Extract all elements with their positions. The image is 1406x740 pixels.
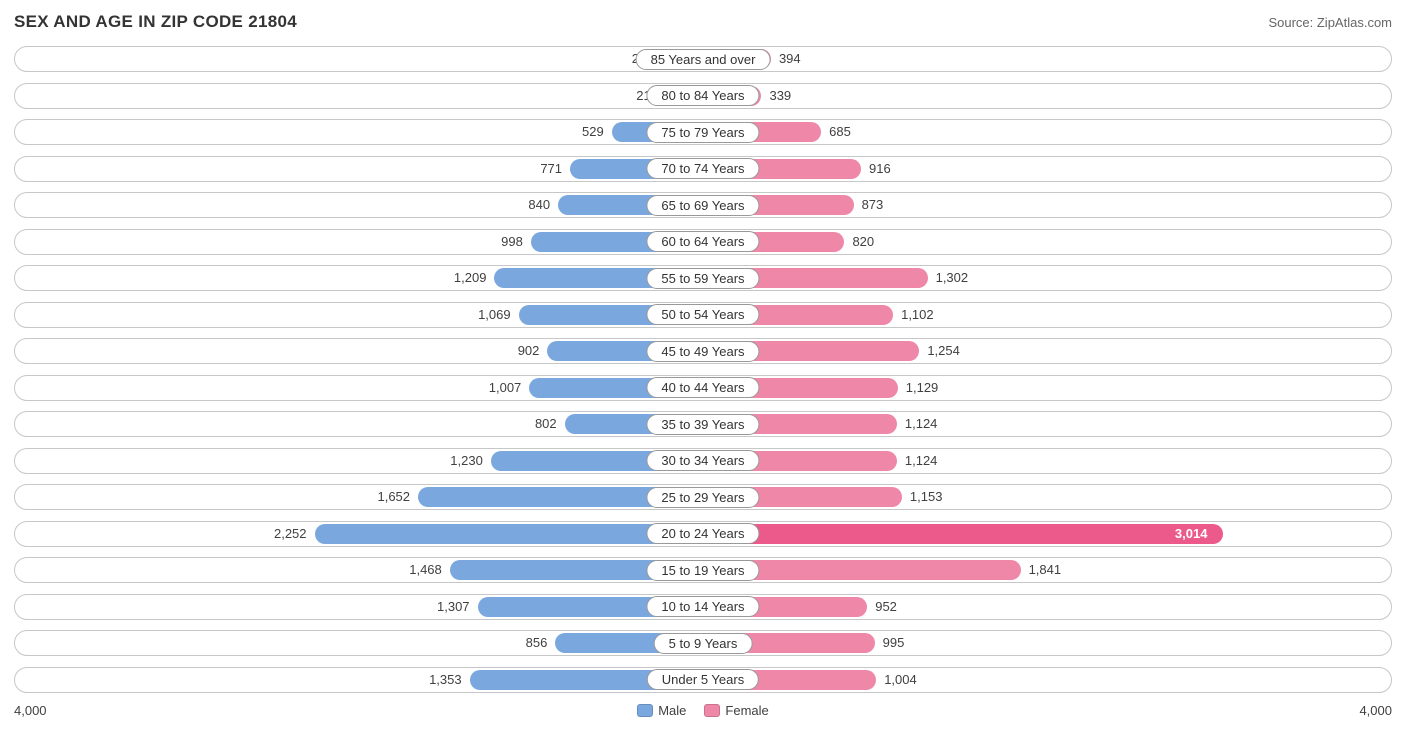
value-male: 840 [528, 195, 550, 215]
value-male: 902 [518, 341, 540, 361]
bar-female [703, 524, 1223, 544]
pyramid-row: 1,007 1,129 40 to 44 Years [8, 371, 1398, 405]
value-male: 1,353 [429, 670, 462, 690]
pyramid-row: 771 916 70 to 74 Years [8, 152, 1398, 186]
value-female: 952 [875, 597, 897, 617]
age-label: 20 to 24 Years [646, 523, 759, 544]
value-female: 1,004 [884, 670, 917, 690]
pyramid-row: 998 820 60 to 64 Years [8, 225, 1398, 259]
value-female: 1,124 [905, 414, 938, 434]
pyramid-row: 21533980 to 84 Years [8, 79, 1398, 113]
value-male: 2,252 [274, 524, 307, 544]
chart-legend: Male Female [637, 703, 769, 718]
age-label: 80 to 84 Years [646, 85, 759, 106]
value-male: 1,007 [489, 378, 522, 398]
value-male: 856 [526, 633, 548, 653]
value-female: 1,841 [1029, 560, 1062, 580]
pyramid-row: 2,252 3,014 20 to 24 Years [8, 517, 1398, 551]
value-male: 998 [501, 232, 523, 252]
value-female: 916 [869, 159, 891, 179]
value-male: 1,468 [409, 560, 442, 580]
value-female: 995 [883, 633, 905, 653]
age-label: 75 to 79 Years [646, 122, 759, 143]
pyramid-row: 1,230 1,124 30 to 34 Years [8, 444, 1398, 478]
value-male: 1,307 [437, 597, 470, 617]
legend-female-swatch [704, 704, 720, 717]
value-female: 3,014 [1175, 524, 1208, 544]
age-label: 50 to 54 Years [646, 304, 759, 325]
value-female: 339 [769, 86, 791, 106]
value-female: 1,129 [906, 378, 939, 398]
value-male: 1,209 [454, 268, 487, 288]
pyramid-row: 856 995 5 to 9 Years [8, 626, 1398, 660]
age-label: 10 to 14 Years [646, 596, 759, 617]
value-male: 802 [535, 414, 557, 434]
pyramid-row: 529 685 75 to 79 Years [8, 115, 1398, 149]
value-male: 529 [582, 122, 604, 142]
value-female: 685 [829, 122, 851, 142]
value-male: 771 [540, 159, 562, 179]
legend-male: Male [637, 703, 686, 718]
population-pyramid-chart: 24139485 Years and over21533980 to 84 Ye… [8, 42, 1398, 697]
value-male: 1,230 [450, 451, 483, 471]
value-female: 1,124 [905, 451, 938, 471]
age-label: 5 to 9 Years [654, 633, 753, 654]
chart-title: SEX AND AGE IN ZIP CODE 21804 [14, 12, 297, 32]
pyramid-row: 1,652 1,153 25 to 29 Years [8, 480, 1398, 514]
age-label: 65 to 69 Years [646, 195, 759, 216]
value-female: 873 [862, 195, 884, 215]
age-label: 55 to 59 Years [646, 268, 759, 289]
chart-header: SEX AND AGE IN ZIP CODE 21804 Source: Zi… [8, 8, 1398, 42]
legend-male-label: Male [658, 703, 686, 718]
pyramid-row: 1,307 952 10 to 14 Years [8, 590, 1398, 624]
age-label: 25 to 29 Years [646, 487, 759, 508]
chart-source: Source: ZipAtlas.com [1268, 15, 1392, 30]
value-female: 394 [779, 49, 801, 69]
axis-right-max: 4,000 [1359, 703, 1392, 718]
age-label: 70 to 74 Years [646, 158, 759, 179]
pyramid-row: 1,209 1,302 55 to 59 Years [8, 261, 1398, 295]
pyramid-row: 1,353 1,004 Under 5 Years [8, 663, 1398, 697]
pyramid-row: 840 873 65 to 69 Years [8, 188, 1398, 222]
legend-female-label: Female [725, 703, 768, 718]
value-male: 1,069 [478, 305, 511, 325]
age-label: 60 to 64 Years [646, 231, 759, 252]
axis-left-max: 4,000 [14, 703, 47, 718]
bar-male [315, 524, 703, 544]
legend-male-swatch [637, 704, 653, 717]
value-female: 1,153 [910, 487, 943, 507]
age-label: 45 to 49 Years [646, 341, 759, 362]
pyramid-row: 802 1,124 35 to 39 Years [8, 407, 1398, 441]
age-label: 30 to 34 Years [646, 450, 759, 471]
pyramid-row: 1,069 1,102 50 to 54 Years [8, 298, 1398, 332]
pyramid-row: 1,468 1,841 15 to 19 Years [8, 553, 1398, 587]
age-label: 40 to 44 Years [646, 377, 759, 398]
value-female: 1,302 [936, 268, 969, 288]
value-female: 1,254 [927, 341, 960, 361]
value-male: 1,652 [377, 487, 410, 507]
age-label: Under 5 Years [647, 669, 759, 690]
age-label: 85 Years and over [636, 49, 771, 70]
pyramid-row: 902 1,254 45 to 49 Years [8, 334, 1398, 368]
value-female: 1,102 [901, 305, 934, 325]
age-label: 35 to 39 Years [646, 414, 759, 435]
value-female: 820 [852, 232, 874, 252]
chart-footer: 4,000 Male Female 4,000 [8, 699, 1398, 720]
legend-female: Female [704, 703, 768, 718]
age-label: 15 to 19 Years [646, 560, 759, 581]
pyramid-row: 24139485 Years and over [8, 42, 1398, 76]
